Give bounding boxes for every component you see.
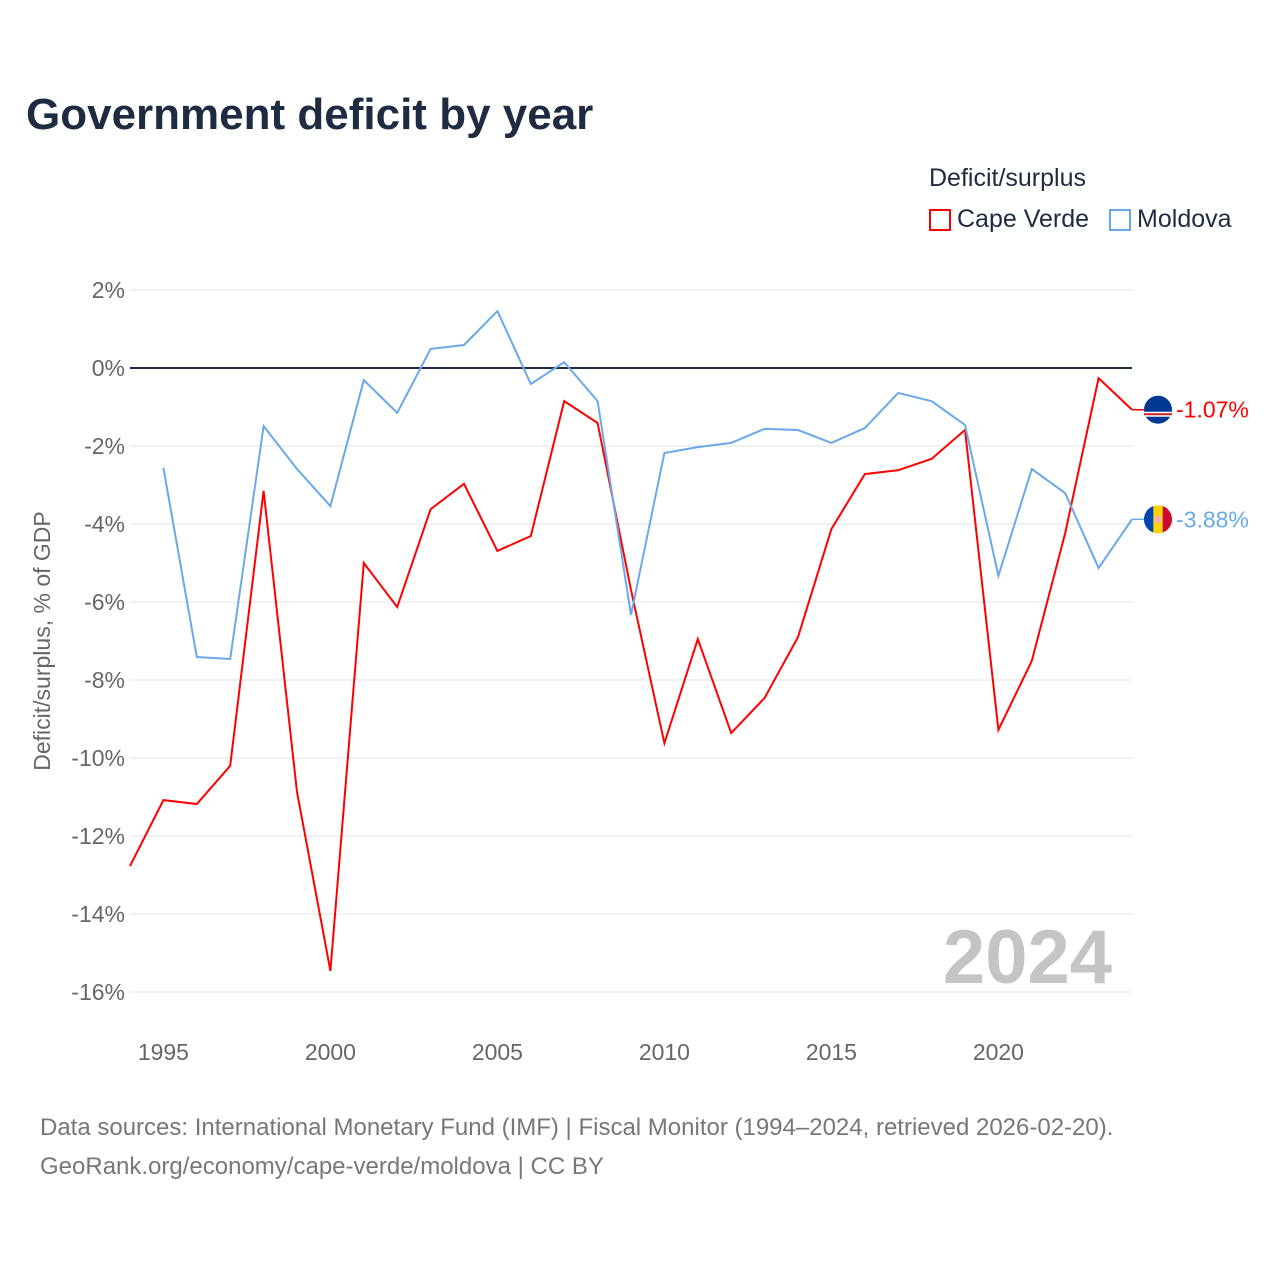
x-tick-label: 2015 xyxy=(806,1039,857,1065)
legend-swatch-moldova xyxy=(1109,208,1132,231)
y-tick-label: -12% xyxy=(71,823,125,849)
year-watermark: 2024 xyxy=(943,915,1112,1000)
y-tick-label: -8% xyxy=(84,667,125,693)
x-tick-label: 1995 xyxy=(138,1039,189,1065)
legend-title: Deficit/surplus xyxy=(929,164,1086,192)
end-value-label: -3.88% xyxy=(1176,506,1249,532)
series-line-moldova xyxy=(162,309,1133,660)
x-tick-label: 2005 xyxy=(472,1039,523,1065)
source-line: Data sources: International Monetary Fun… xyxy=(40,1114,1114,1141)
legend: Cape Verde Moldova xyxy=(929,205,1232,234)
legend-item-moldova[interactable]: Moldova xyxy=(1109,205,1232,234)
y-tick-label: 0% xyxy=(92,355,125,381)
footer: Data sources: International Monetary Fun… xyxy=(40,1108,1113,1186)
y-tick-label: -2% xyxy=(84,433,125,459)
y-tick-label: -4% xyxy=(84,511,125,537)
series-line-cape-verde xyxy=(129,376,1133,972)
legend-label: Moldova xyxy=(1137,205,1232,233)
y-tick-label: -10% xyxy=(71,745,125,771)
y-tick-label: -16% xyxy=(71,979,125,1005)
legend-label: Cape Verde xyxy=(957,205,1090,233)
y-tick-label: -6% xyxy=(84,589,125,615)
flag-emblem xyxy=(1154,515,1162,524)
y-tick-label: -14% xyxy=(71,901,125,927)
end-value-label: -1.07% xyxy=(1176,397,1249,423)
x-tick-label: 2010 xyxy=(639,1039,690,1065)
y-tick-label: 2% xyxy=(92,277,125,303)
cape-verde-flag-icon xyxy=(1144,395,1172,424)
flag-stripe xyxy=(1162,506,1173,533)
flag-stripe xyxy=(1144,413,1172,416)
x-tick-label: 2000 xyxy=(305,1039,356,1065)
url-line: GeoRank.org/economy/cape-verde/moldova |… xyxy=(40,1153,604,1180)
x-tick-label: 2020 xyxy=(973,1039,1024,1065)
legend-swatch-cape-verde xyxy=(929,208,951,231)
y-axis-label: Deficit/surplus, % of GDP xyxy=(29,511,55,770)
legend-item-cape-verde[interactable]: Cape Verde xyxy=(929,205,1089,234)
flag-stripe xyxy=(1143,506,1154,533)
chart-title: Government deficit by year xyxy=(26,90,594,139)
